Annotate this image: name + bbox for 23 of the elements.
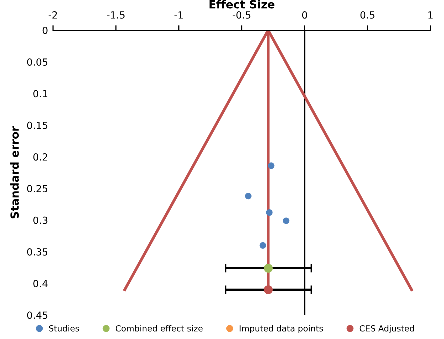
y-tick-label: 0 bbox=[42, 26, 48, 34]
y-tick-label: 0.05 bbox=[27, 58, 48, 66]
y-tick-label: 0.25 bbox=[27, 185, 48, 193]
x-tick-label: 1 bbox=[428, 12, 433, 19]
x-axis-title: Effect Size bbox=[210, 0, 275, 9]
y-tick-label: 0.45 bbox=[27, 312, 48, 320]
y-axis-title: Standard error bbox=[10, 126, 20, 219]
x-tick-label: -1.5 bbox=[107, 12, 125, 19]
y-tick-label: 0.15 bbox=[27, 122, 48, 130]
x-tick-label: 0 bbox=[302, 12, 308, 19]
x-tick-label: 0.5 bbox=[360, 12, 375, 19]
legend-label: Combined effect size bbox=[116, 325, 203, 332]
legend-label: Studies bbox=[49, 325, 80, 332]
legend-label: Imputed data points bbox=[240, 325, 324, 334]
x-tick-label: -2 bbox=[48, 12, 58, 19]
y-tick-label: 0.1 bbox=[34, 90, 48, 98]
legend-label: CES Adjusted bbox=[360, 325, 414, 334]
x-tick-label: -1 bbox=[174, 12, 184, 19]
y-tick-label: 0.3 bbox=[34, 216, 48, 224]
y-tick-label: 0.35 bbox=[27, 248, 48, 256]
y-tick-label: 0.4 bbox=[34, 280, 48, 288]
y-tick-label: 0.2 bbox=[34, 154, 48, 161]
x-tick-label: -0.5 bbox=[232, 12, 251, 19]
